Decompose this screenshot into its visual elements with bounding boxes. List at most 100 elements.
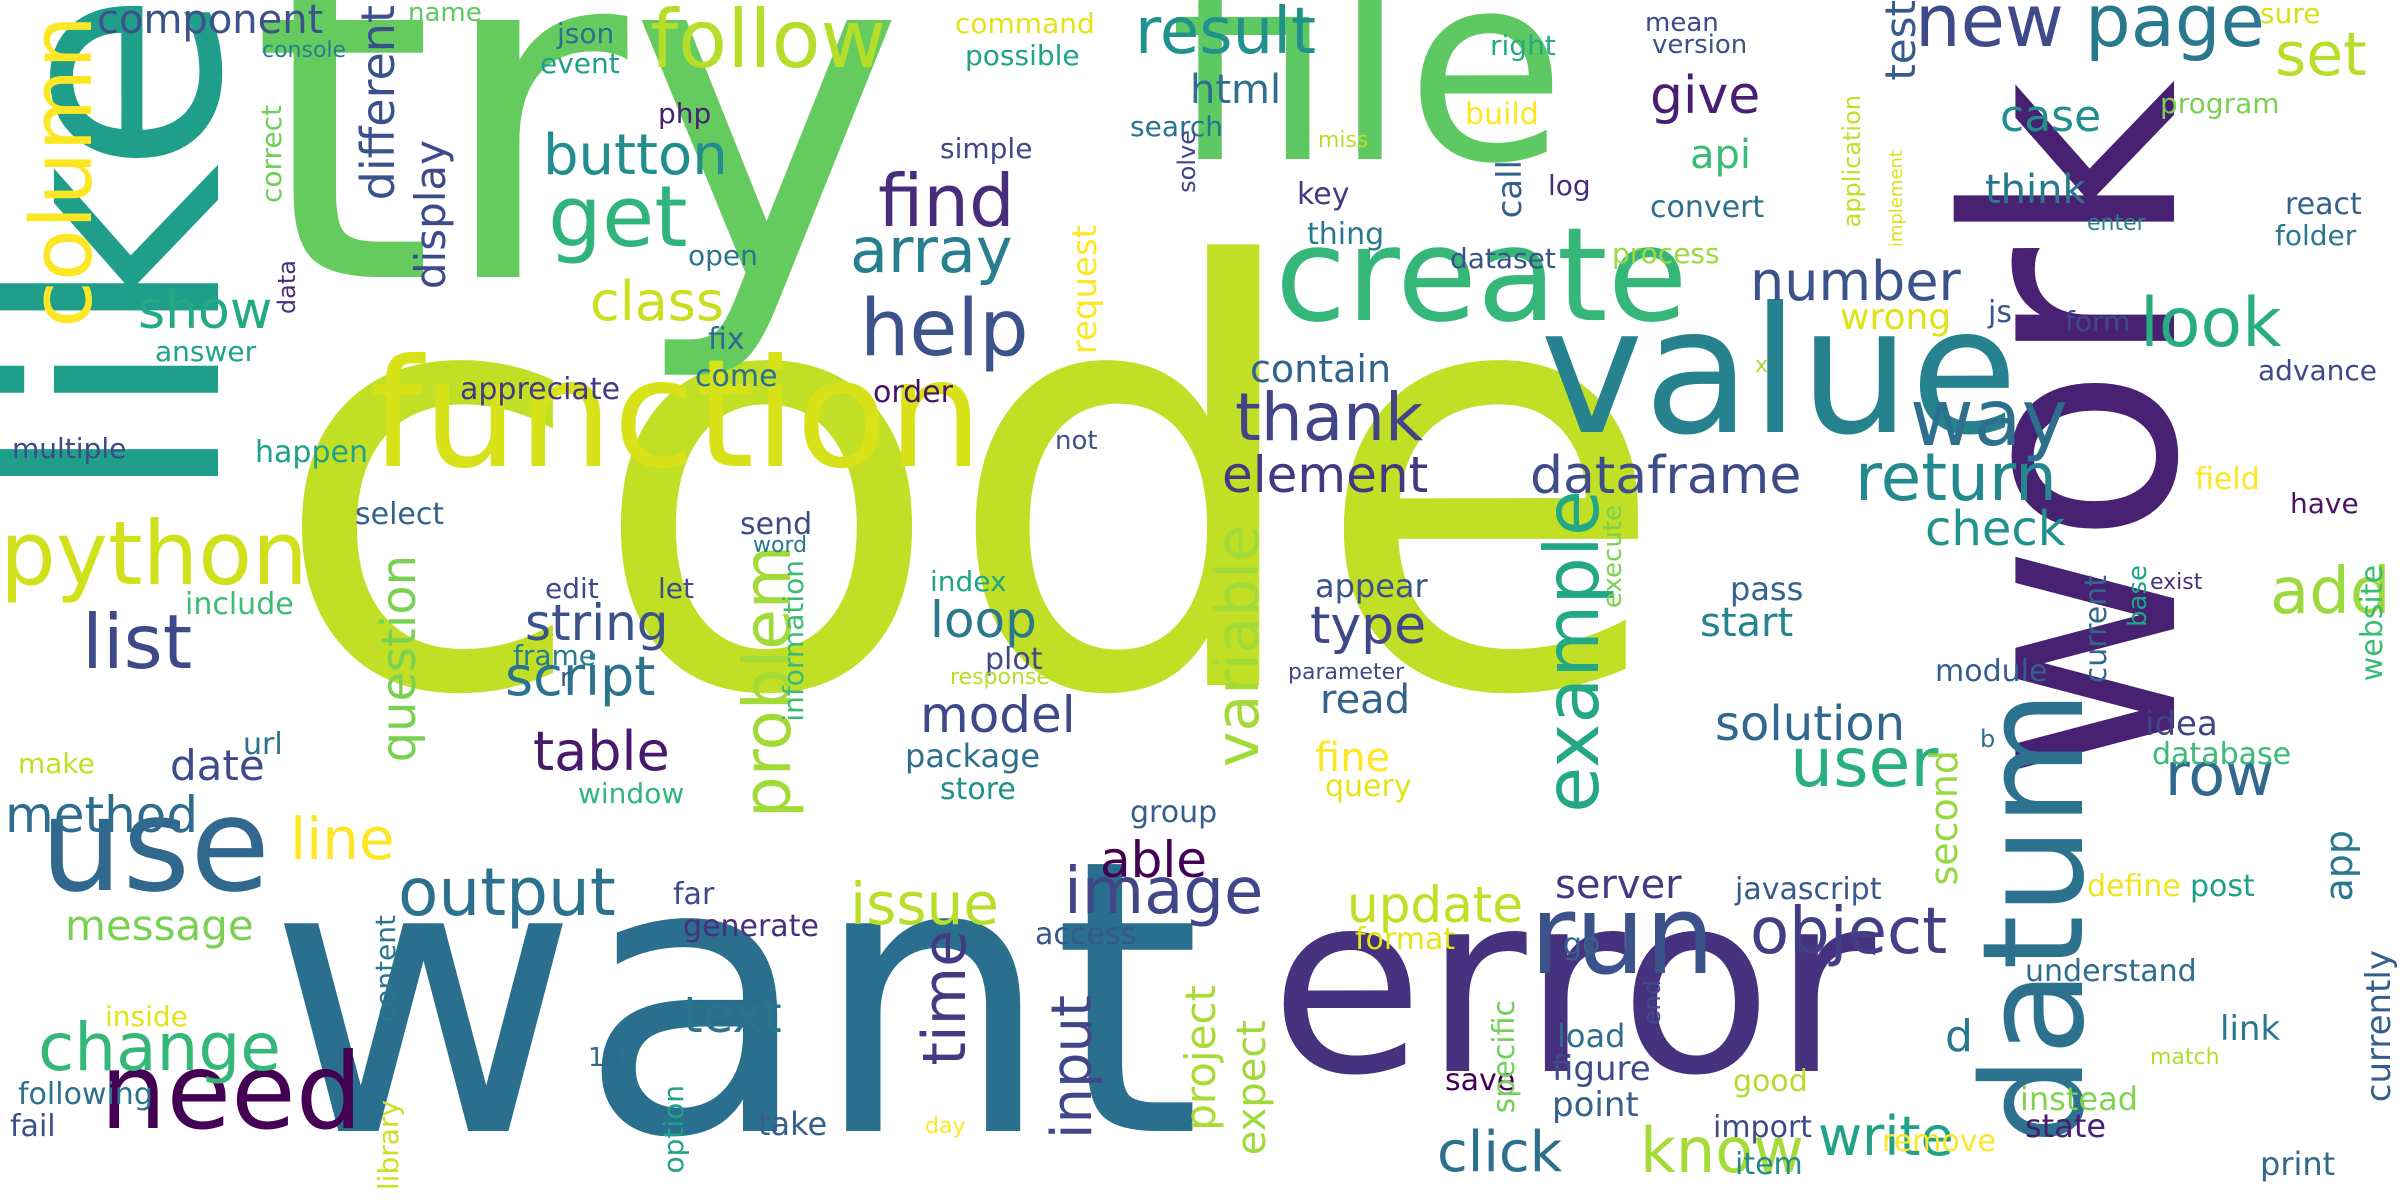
word-method: method (5, 786, 199, 844)
word-application: application (1838, 95, 1866, 228)
word-implement: implement (1886, 150, 1907, 248)
word-follow: follow (650, 0, 886, 86)
word-state: state (2025, 1107, 2107, 1145)
word-react: react (2285, 187, 2362, 222)
word-message: message (65, 901, 254, 950)
word-package: package (905, 737, 1041, 775)
word-pass: pass (1730, 570, 1804, 608)
word-event: event (540, 47, 620, 80)
word-data: data (273, 260, 301, 315)
word-take: take (758, 1105, 828, 1143)
word-request: request (1065, 225, 1105, 355)
word-access: access (1035, 917, 1137, 952)
word-thank: thank (1235, 379, 1424, 456)
word-set: set (2275, 20, 2367, 90)
word-x: x (1755, 353, 1769, 378)
word-create: create (1275, 199, 1688, 351)
word-write: write (1818, 1105, 1954, 1168)
word-able: able (1100, 831, 1208, 889)
word-import: import (1713, 1110, 1813, 1145)
word-number: number (1750, 250, 1961, 313)
word-print: print (2260, 1145, 2336, 1183)
word-multiple: multiple (12, 432, 127, 465)
word-order: order (873, 375, 953, 410)
word-get: get (548, 168, 688, 267)
word-check: check (1925, 501, 2066, 557)
word-name: name (408, 0, 482, 28)
word-api: api (1690, 132, 1752, 178)
word-page: page (2085, 0, 2265, 63)
word-information: information (777, 560, 810, 722)
word-json: json (557, 17, 615, 50)
word-sure: sure (2260, 0, 2321, 30)
word-script: script (505, 645, 656, 708)
word-error: error (1270, 839, 1876, 1130)
word-day: day (925, 1114, 966, 1139)
word-model: model (920, 686, 1076, 744)
word-save: save (1445, 1063, 1516, 1098)
word-answer: answer (155, 335, 257, 368)
word-response: response (950, 665, 1050, 690)
word-execute: execute (1598, 505, 1628, 609)
word-variable: variable (1203, 525, 1273, 768)
word-change: change (38, 1009, 281, 1086)
word-component: component (97, 0, 324, 43)
word-row: row (2165, 740, 2275, 810)
word-load: load (1557, 1017, 1626, 1055)
word-group: group (1130, 795, 1218, 830)
word-correct: correct (255, 105, 288, 204)
word-currently: currently (2359, 950, 2399, 1103)
word-solve: solve (1173, 130, 1201, 193)
word-want: want (268, 778, 1202, 1200)
word-javascript: javascript (1735, 872, 1882, 907)
word-display: display (406, 140, 455, 290)
word-contain: contain (1250, 347, 1392, 391)
word-advance: advance (2258, 354, 2378, 387)
word-folder: folder (2275, 219, 2357, 252)
word-content: content (369, 915, 402, 1023)
word-fail: fail (10, 1109, 56, 1144)
word-line: line (290, 805, 395, 873)
word-select: select (355, 497, 445, 532)
word-click: click (1437, 1120, 1563, 1185)
word-not: not (1055, 426, 1098, 456)
word-possible: possible (965, 39, 1080, 72)
word-point: point (1552, 1085, 1639, 1125)
word-option: option (657, 1085, 690, 1174)
word-plot: plot (985, 642, 1043, 677)
word-miss: miss (1318, 128, 1369, 153)
word-edit: edit (545, 572, 599, 605)
word-right: right (1490, 29, 1556, 62)
word-exist: exist (2150, 570, 2203, 595)
word-link: link (2220, 1009, 2281, 1049)
word-second: second (1922, 750, 1966, 886)
word-fine: fine (1315, 735, 1391, 781)
word-code: code (270, 147, 1669, 822)
word-user: user (1790, 724, 1939, 803)
word-frame: frame (513, 639, 597, 672)
word-expect: expect (1229, 1020, 1275, 1156)
word-understand: understand (2025, 954, 2197, 989)
word-test: test (1876, 0, 1925, 81)
word-type: type (1310, 596, 1427, 656)
word-appreciate: appreciate (460, 372, 621, 407)
word-key: key (1297, 177, 1350, 212)
word-table: table (533, 720, 670, 783)
word-field: field (2195, 462, 2260, 497)
word-class: class (590, 270, 725, 333)
word-base: base (2123, 565, 2153, 627)
word-try: try (250, 0, 906, 388)
word-run: run (1530, 871, 1715, 999)
word-fix: fix (708, 322, 745, 357)
word-log: log (1548, 169, 1591, 202)
word-include: include (185, 587, 294, 622)
word-database: database (2152, 737, 2292, 772)
word-send: send (740, 507, 813, 542)
word-end: end (1638, 980, 1666, 1026)
word-date: date (170, 741, 265, 790)
word-build: build (1465, 97, 1539, 132)
word-function: function (370, 328, 983, 502)
word-datum: datum (1953, 690, 2116, 1145)
word-read: read (1320, 677, 1411, 723)
word-html: html (1190, 67, 1282, 113)
